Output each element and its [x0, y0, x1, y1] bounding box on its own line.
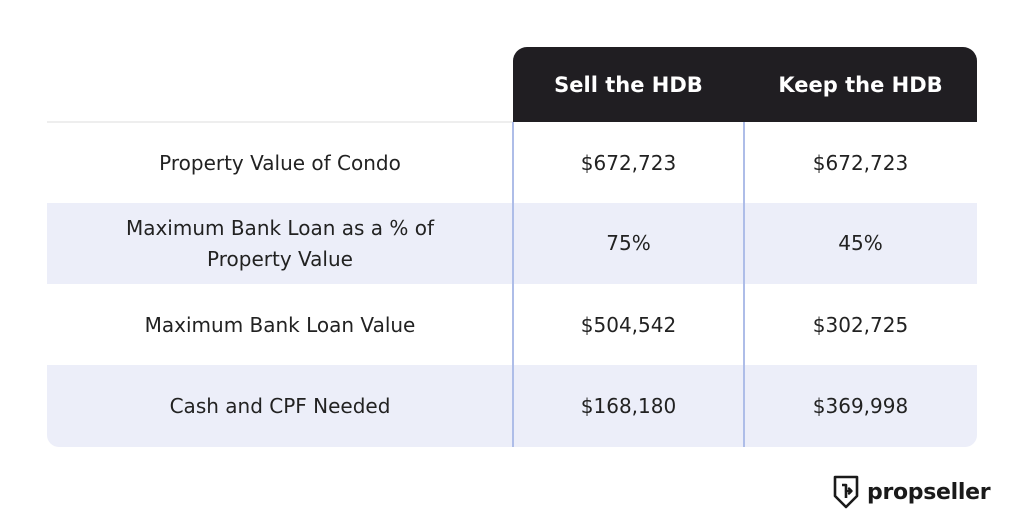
shield-arrow-icon [833, 474, 859, 510]
table-row: Maximum Bank Loan Value $504,542 $302,72… [47, 285, 977, 366]
row-label: Cash and CPF Needed [169, 393, 391, 418]
brand-name: propseller [867, 479, 991, 505]
header-divider [47, 121, 513, 123]
sell-value: $504,542 [580, 313, 677, 337]
sell-value: $168,180 [580, 393, 677, 418]
keep-value: $302,725 [812, 313, 909, 337]
header-sell-the-hdb: Sell the HDB [554, 72, 703, 97]
row-label: Property Value of Condo [159, 151, 401, 175]
propseller-logo: propseller [833, 472, 991, 512]
sell-value: 75% [606, 231, 651, 255]
keep-value: $369,998 [812, 393, 909, 418]
row-label: Maximum Bank Loan as a % of Property Val… [125, 215, 435, 271]
header-keep-the-hdb: Keep the HDB [778, 72, 943, 97]
row-label: Maximum Bank Loan Value [144, 313, 416, 337]
sell-value: $672,723 [580, 151, 677, 175]
keep-value: $672,723 [812, 151, 909, 175]
column-divider-sell [512, 122, 514, 447]
table-row: Property Value of Condo $672,723 $672,72… [47, 123, 977, 204]
table-header-bar [513, 47, 977, 122]
column-divider-keep [743, 122, 745, 447]
keep-value: 45% [838, 231, 883, 255]
